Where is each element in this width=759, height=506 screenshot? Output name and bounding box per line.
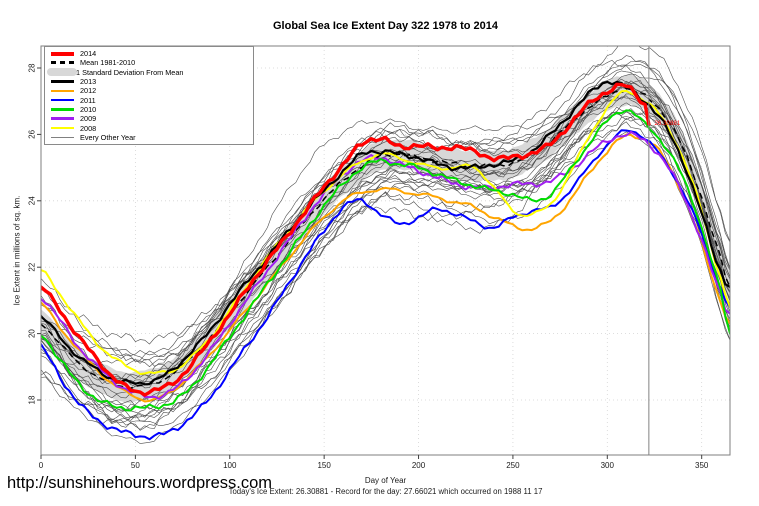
y-tick-label: 28 (28, 63, 37, 72)
year-line (41, 64, 730, 367)
legend-label: 2012 (80, 86, 97, 96)
legend-item-2012: 2012 (45, 86, 253, 95)
legend-label: 2014 (80, 49, 97, 59)
legend-swatch-icon (51, 80, 74, 83)
x-tick-label: 350 (695, 461, 709, 470)
year-line (41, 95, 730, 430)
legend-label: 2011 (80, 95, 96, 105)
legend-swatch-icon (51, 89, 74, 93)
series-2013 (41, 80, 730, 386)
plot-border (40, 45, 731, 456)
legend-swatch-icon (51, 108, 74, 111)
series-2010 (41, 109, 730, 412)
legend-item-2011: 2011 (45, 95, 253, 105)
legend-label: Mean 1981-2010 (80, 58, 136, 68)
legend-swatch-icon (51, 61, 74, 65)
y-axis-label: Ice Extent in millions of sq. km. (12, 195, 22, 306)
legend-item-2010: 2010 (45, 105, 253, 114)
legend-swatch-icon (51, 136, 74, 138)
y-tick-label: 20 (28, 329, 37, 338)
footer-note: Today's Ice Extent: 26.30881 - Record fo… (228, 487, 543, 496)
legend-label: 2013 (80, 77, 97, 87)
legend-item-2013: 2013 (45, 77, 253, 86)
x-tick-label: 200 (412, 461, 426, 470)
site-url-link[interactable]: http://sunshinehours.wordpress.com (7, 474, 273, 492)
legend-swatch-icon (51, 126, 74, 130)
year-line (41, 121, 730, 444)
legend-item-2014: 2014 (45, 49, 253, 58)
year-line (41, 46, 730, 345)
y-tick-label: 22 (28, 262, 37, 271)
x-tick-label: 100 (223, 461, 237, 470)
legend-label: Every Other Year (80, 132, 136, 142)
series-2008 (41, 89, 730, 375)
legend-label: 2009 (80, 114, 97, 124)
legend-item-mean-1981-2010: Mean 1981-2010 (45, 58, 253, 67)
legend-swatch-icon (47, 68, 77, 77)
year-line (41, 82, 730, 431)
legend-item-every-other-year: Every Other Year (45, 133, 253, 142)
legend-swatch-icon (51, 117, 74, 121)
y-tick-label: 26 (28, 129, 37, 138)
legend-swatch-icon (51, 51, 74, 56)
legend-item-1-standard-deviation-from-mean: 1 Standard Deviation From Mean (45, 68, 253, 77)
year-line (41, 55, 730, 361)
chart-title: Global Sea Ice Extent Day 322 1978 to 20… (272, 20, 498, 32)
y-tick-label: 24 (28, 196, 37, 205)
series-group (41, 46, 730, 444)
legend-label: 2008 (80, 123, 97, 133)
legend-label: 2010 (80, 104, 97, 114)
x-tick-label: 0 (39, 461, 44, 470)
y-tick-label: 18 (28, 395, 37, 404)
series-2014 (41, 82, 651, 397)
series-2009 (41, 130, 730, 400)
x-axis-label: Day of Year (364, 476, 407, 485)
legend-swatch-icon (51, 98, 74, 102)
x-tick-label: 300 (601, 461, 615, 470)
x-tick-label: 150 (317, 461, 331, 470)
legend-item-2008: 2008 (45, 123, 253, 133)
x-tick-label: 250 (506, 461, 520, 470)
legend-item-2009: 2009 (45, 114, 253, 123)
today-value-annotation: 26.30881 (654, 120, 680, 127)
x-tick-label: 50 (131, 461, 140, 470)
axis-ticks: 0 50 100 150 200 250 300 350 18 20 22 24 26 28 (28, 63, 709, 470)
legend-label: 1 Standard Deviation From Mean (76, 67, 184, 77)
legend: 2014 Mean 1981-2010 1 Standard Deviation F… (44, 46, 254, 145)
